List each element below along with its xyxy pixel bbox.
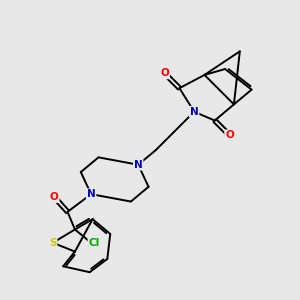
Text: N: N bbox=[87, 189, 95, 199]
Text: O: O bbox=[225, 130, 234, 140]
Text: Cl: Cl bbox=[88, 238, 100, 248]
Text: S: S bbox=[49, 238, 57, 248]
Text: O: O bbox=[50, 192, 59, 202]
Text: O: O bbox=[160, 68, 169, 78]
Text: N: N bbox=[190, 107, 199, 117]
Text: N: N bbox=[134, 160, 142, 170]
